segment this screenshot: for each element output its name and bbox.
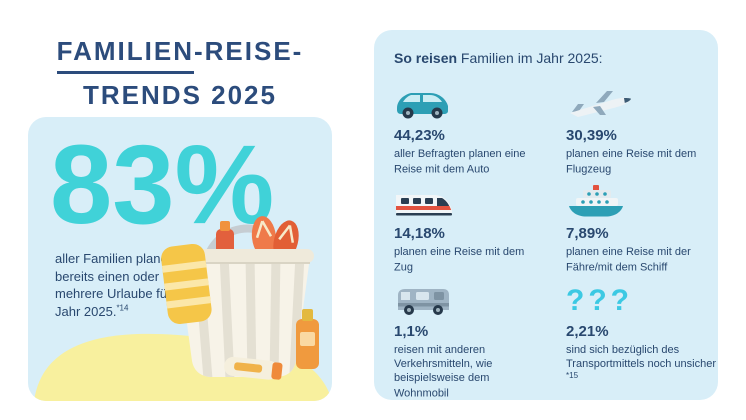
question-marks-icon: ???	[566, 280, 718, 316]
stat-desc: sind sich bezüglich des Transportmittels…	[566, 343, 716, 387]
caption-text: aller Familien planen bereits einen oder…	[55, 251, 196, 319]
heading-rest: Familien im Jahr 2025:	[457, 50, 603, 66]
stat-value: 1,1%	[394, 323, 429, 340]
stat-desc: planen eine Reise mit dem Flugzeug	[566, 147, 716, 177]
title-word-reise: -REISE-	[194, 36, 304, 66]
car-icon	[394, 84, 566, 120]
stat-value: 2,21%	[566, 323, 609, 340]
title-line-2: TRENDS 2025	[83, 80, 277, 110]
right-card-heading: So reisen Familien im Jahr 2025:	[394, 50, 603, 66]
stat-desc: planen eine Reise mit der Fähre/mit dem …	[566, 245, 716, 275]
camper-icon	[394, 280, 566, 316]
stat-item-wohnmobil: 1,1% reisen mit anderen Verkehrsmitteln,…	[394, 280, 566, 400]
sunscreen-tube-icon	[224, 356, 283, 380]
desc-text: sind sich bezüglich des Transportmittels…	[566, 344, 716, 371]
stat-item-zug: 14,18% planen eine Reise mit dem Zug	[394, 182, 566, 280]
stat-item-faehre: 7,89% planen eine Reise mit der Fähre/mi…	[566, 182, 718, 280]
right-stats-card: So reisen Familien im Jahr 2025: 44,23% …	[374, 30, 718, 400]
desc-text: planen eine Reise mit dem Flugzeug	[566, 148, 697, 176]
stat-value: 30,39%	[566, 127, 617, 144]
big-stat-caption: aller Familien planen bereits einen oder…	[55, 250, 207, 320]
title-line-1: FAMILIEN-REISE-	[28, 36, 332, 74]
desc-text: planen eine Reise mit der Fähre/mit dem …	[566, 246, 691, 274]
desc-text: aller Befragten planen eine Reise mit de…	[394, 148, 526, 176]
desc-text: planen eine Reise mit dem Zug	[394, 246, 525, 274]
footnote: *14	[116, 303, 129, 313]
stat-desc: planen eine Reise mit dem Zug	[394, 245, 544, 275]
question-marks-text: ???	[566, 284, 633, 317]
page-title: FAMILIEN-REISE- TRENDS 2025	[28, 36, 332, 111]
sunscreen-bottle-icon	[296, 309, 319, 369]
left-stat-card: 83% aller Familien planen bereits einen …	[28, 117, 332, 401]
ship-icon	[566, 182, 718, 218]
stats-grid: 44,23% aller Befragten planen eine Reise…	[394, 84, 718, 400]
heading-bold: So reisen	[394, 50, 458, 66]
stat-value: 7,89%	[566, 225, 609, 242]
plane-icon	[566, 84, 718, 120]
stat-desc: aller Befragten planen eine Reise mit de…	[394, 147, 544, 177]
sand-icon	[34, 333, 332, 401]
stat-item-unsicher: ??? 2,21% sind sich bezüglich des Transp…	[566, 280, 718, 381]
desc-text: reisen mit anderen Verkehrsmitteln, wie …	[394, 344, 493, 400]
big-stat-83-percent: 83%	[50, 122, 275, 247]
stat-value: 14,18%	[394, 225, 445, 242]
stat-value: 44,23%	[394, 127, 445, 144]
bag-stripes	[193, 257, 305, 377]
stat-item-auto: 44,23% aller Befragten planen eine Reise…	[394, 84, 566, 182]
stat-desc: reisen mit anderen Verkehrsmitteln, wie …	[394, 343, 544, 401]
footnote: *15	[566, 371, 579, 381]
train-icon	[394, 182, 566, 218]
title-word-familien: FAMILIEN	[56, 36, 194, 74]
stat-item-flugzeug: 30,39% planen eine Reise mit dem Flugzeu…	[566, 84, 718, 182]
